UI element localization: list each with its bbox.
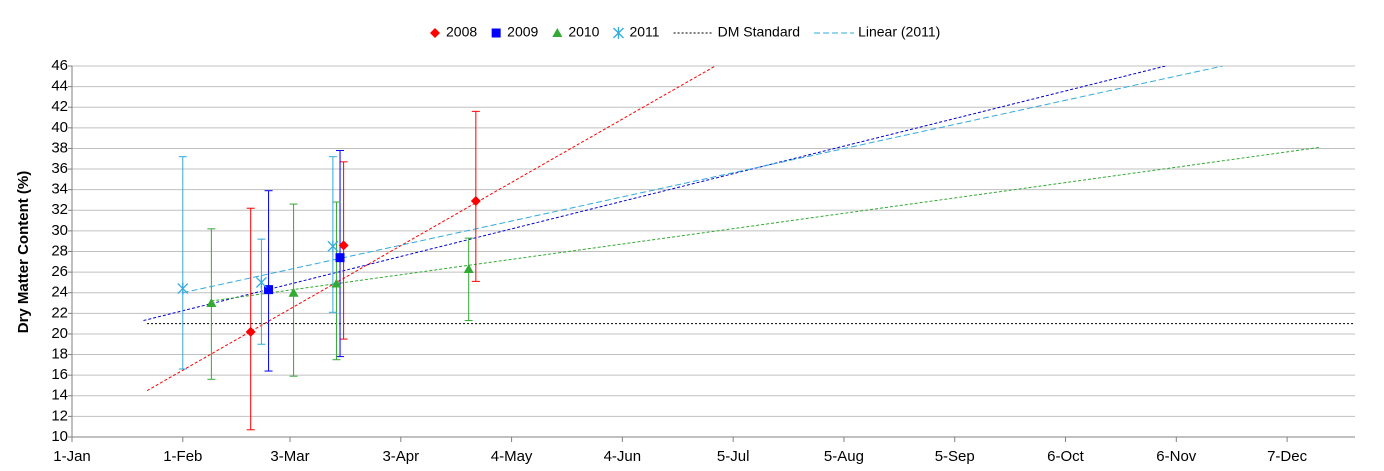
marker bbox=[264, 285, 274, 295]
marker bbox=[255, 276, 267, 289]
y-tick-label: 18 bbox=[51, 346, 68, 363]
y-axis-title: Dry Matter Content (%) bbox=[15, 171, 32, 334]
legend-label: 2010 bbox=[568, 24, 599, 40]
x-tick-label: 3-Apr bbox=[382, 448, 419, 465]
marker bbox=[245, 326, 256, 337]
x-tick-label: 6-Oct bbox=[1047, 448, 1085, 465]
trend-line bbox=[146, 66, 716, 392]
error-bar bbox=[464, 237, 473, 322]
x-tick-label: 5-Aug bbox=[824, 448, 864, 465]
y-tick-label: 46 bbox=[51, 57, 68, 74]
legend: 2008 2009 2010 2011 DM Standard Linear (2011) bbox=[430, 24, 940, 40]
x-tick-label: 1-Jan bbox=[53, 448, 91, 465]
legend-marker bbox=[613, 27, 624, 39]
y-tick-label: 40 bbox=[51, 119, 68, 136]
legend-label: 2011 bbox=[629, 24, 659, 40]
y-tick-label: 22 bbox=[51, 304, 68, 321]
marker bbox=[470, 196, 481, 207]
x-tick-label: 4-May bbox=[491, 448, 533, 465]
y-tick-label: 32 bbox=[51, 201, 68, 218]
legend-label: 2008 bbox=[446, 24, 477, 40]
y-tick-label: 36 bbox=[51, 160, 68, 177]
x-tick-label: 4-Jun bbox=[604, 448, 642, 465]
y-tick-label: 28 bbox=[51, 242, 68, 259]
y-tick-label: 44 bbox=[51, 78, 68, 95]
y-tick-label: 16 bbox=[51, 366, 68, 383]
trend-line bbox=[211, 146, 1320, 302]
y-tick-label: 10 bbox=[51, 428, 68, 445]
legend-label: Linear (2011) bbox=[858, 24, 940, 40]
marker bbox=[463, 264, 474, 274]
error-bar bbox=[257, 238, 266, 345]
trend-line bbox=[143, 66, 1166, 322]
legend-marker bbox=[430, 28, 440, 38]
x-tick-label: 6-Nov bbox=[1156, 448, 1197, 465]
y-tick-label: 26 bbox=[51, 263, 68, 280]
y-tick-label: 30 bbox=[51, 222, 68, 239]
marker bbox=[206, 298, 217, 308]
y-tick-label: 20 bbox=[51, 325, 68, 342]
error-bar bbox=[328, 156, 337, 313]
y-tick-label: 34 bbox=[51, 181, 68, 198]
x-tick-label: 7-Dec bbox=[1267, 448, 1308, 465]
error-bar bbox=[339, 161, 348, 340]
marker bbox=[177, 282, 189, 295]
marker bbox=[327, 240, 339, 253]
error-bar bbox=[264, 190, 273, 372]
x-tick-label: 5-Sep bbox=[935, 448, 975, 465]
trend-line bbox=[182, 66, 1223, 294]
marker bbox=[338, 240, 349, 251]
error-bar bbox=[246, 207, 255, 431]
marker bbox=[288, 287, 299, 297]
y-tick-label: 38 bbox=[51, 139, 68, 156]
y-tick-label: 12 bbox=[51, 407, 68, 424]
marker bbox=[331, 278, 342, 288]
legend-marker bbox=[491, 28, 501, 38]
legend-label: DM Standard bbox=[718, 24, 800, 40]
x-tick-label: 5-Jul bbox=[717, 448, 750, 465]
x-tick-label: 1-Feb bbox=[163, 448, 202, 465]
y-tick-label: 14 bbox=[51, 387, 68, 404]
legend-label: 2009 bbox=[507, 24, 538, 40]
x-tick-label: 3-Mar bbox=[270, 448, 309, 465]
marker bbox=[335, 253, 345, 263]
y-tick-label: 24 bbox=[51, 284, 68, 301]
legend-marker bbox=[552, 28, 563, 37]
y-tick-label: 42 bbox=[51, 98, 68, 115]
error-bar bbox=[178, 156, 187, 370]
